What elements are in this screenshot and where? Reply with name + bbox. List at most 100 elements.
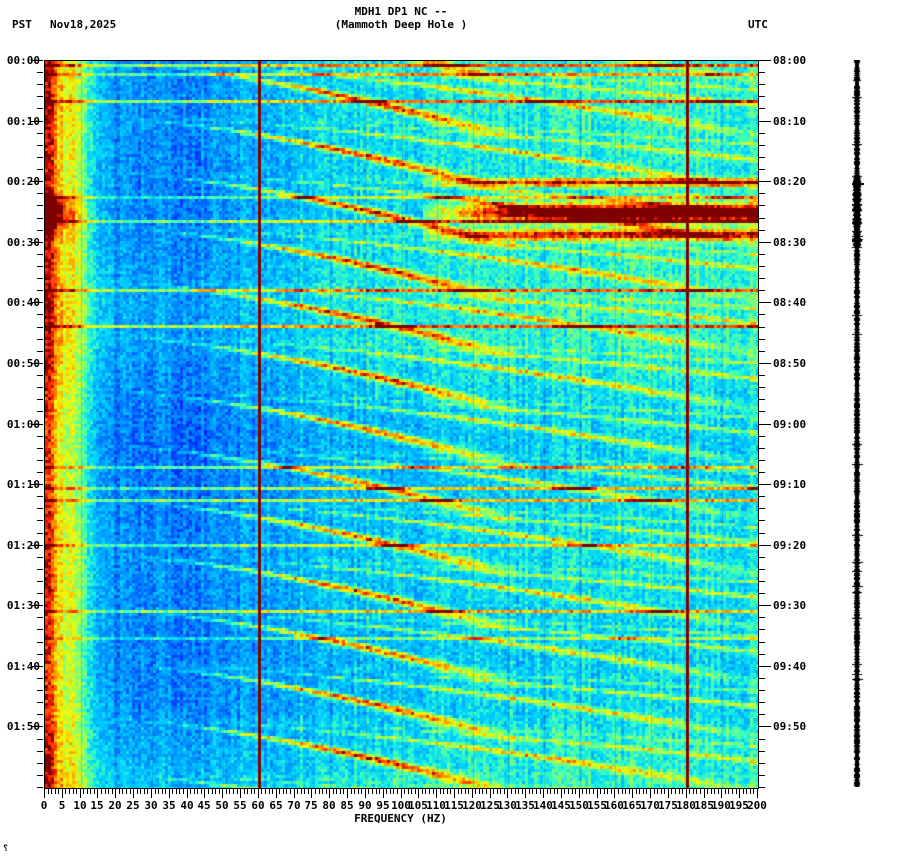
frequency-minor-tick [333, 789, 334, 794]
frequency-major-tick [543, 789, 544, 798]
frequency-label: 125 [480, 799, 500, 812]
frequency-minor-tick [522, 789, 523, 794]
frequency-minor-tick [504, 789, 505, 794]
frequency-minor-tick [629, 789, 630, 794]
frequency-minor-tick [251, 789, 252, 794]
right-time-minor-tick [759, 738, 765, 740]
right-time-minor-tick [759, 714, 765, 716]
frequency-minor-tick [286, 789, 287, 794]
left-time-minor-tick [37, 290, 43, 292]
frequency-minor-tick [244, 789, 245, 794]
frequency-major-tick [44, 789, 45, 798]
spectrogram-plot[interactable] [44, 60, 759, 789]
time-label-pst: 01:50 [6, 720, 40, 734]
right-time-minor-tick [759, 447, 765, 449]
frequency-minor-tick [372, 789, 373, 794]
left-time-minor-tick [37, 108, 43, 110]
right-time-minor-tick [759, 265, 765, 267]
right-time-minor-tick [759, 375, 765, 377]
left-time-minor-tick [37, 556, 43, 558]
right-time-major-tick [759, 484, 771, 486]
right-time-minor-tick [759, 508, 765, 510]
frequency-minor-tick [358, 789, 359, 794]
frequency-major-tick [507, 789, 508, 798]
left-time-minor-tick [37, 520, 43, 522]
frequency-minor-tick [532, 789, 533, 794]
frequency-minor-tick [190, 789, 191, 794]
frequency-major-tick [490, 789, 491, 798]
frequency-minor-tick [411, 789, 412, 794]
frequency-minor-tick [529, 789, 530, 794]
left-time-minor-tick [37, 144, 43, 146]
frequency-major-tick [650, 789, 651, 798]
frequency-label: 80 [322, 799, 336, 812]
frequency-minor-tick [261, 789, 262, 794]
frequency-axis-title: FREQUENCY (HZ) [354, 812, 447, 825]
frequency-minor-tick [458, 789, 459, 794]
left-time-minor-tick [37, 265, 43, 267]
frequency-minor-tick [108, 789, 109, 794]
frequency-minor-tick [336, 789, 337, 794]
right-time-minor-tick [759, 399, 765, 401]
frequency-minor-tick [443, 789, 444, 794]
frequency-minor-tick [425, 789, 426, 794]
frequency-minor-tick [368, 789, 369, 794]
frequency-minor-tick [750, 789, 751, 794]
frequency-minor-tick [73, 789, 74, 794]
frequency-label: 60 [251, 799, 265, 812]
left-time-minor-tick [37, 205, 43, 207]
frequency-major-tick [258, 789, 259, 798]
frequency-minor-tick [361, 789, 362, 794]
frequency-minor-tick [83, 789, 84, 794]
left-time-major-tick [31, 544, 43, 546]
frequency-label: 120 [462, 799, 482, 812]
left-time-major-tick [31, 605, 43, 607]
left-time-minor-tick [37, 568, 43, 570]
frequency-major-tick [383, 789, 384, 798]
frequency-minor-tick [625, 789, 626, 794]
frequency-minor-tick [639, 789, 640, 794]
frequency-minor-tick [582, 789, 583, 794]
frequency-label: 90 [358, 799, 372, 812]
right-time-minor-tick [759, 556, 765, 558]
frequency-label: 95 [376, 799, 390, 812]
frequency-major-tick [133, 789, 134, 798]
time-label-utc: 08:20 [773, 175, 807, 189]
frequency-major-tick [311, 789, 312, 798]
frequency-minor-tick [714, 789, 715, 794]
frequency-minor-tick [682, 789, 683, 794]
frequency-label: 135 [515, 799, 535, 812]
time-label-utc: 08:10 [773, 114, 807, 128]
frequency-label: 20 [108, 799, 122, 812]
left-time-minor-tick [37, 217, 43, 219]
frequency-minor-tick [101, 789, 102, 794]
frequency-minor-tick [212, 789, 213, 794]
time-label-utc: 09:10 [773, 478, 807, 492]
frequency-label: 195 [729, 799, 749, 812]
right-time-minor-tick [759, 677, 765, 679]
frequency-label: 30 [144, 799, 158, 812]
right-time-minor-tick [759, 229, 765, 231]
frequency-minor-tick [497, 789, 498, 794]
time-label-pst: 01:30 [6, 599, 40, 613]
frequency-label: 0 [40, 799, 48, 812]
frequency-major-tick [686, 789, 687, 798]
left-time-minor-tick [37, 350, 43, 352]
frequency-minor-tick [564, 789, 565, 794]
frequency-minor-tick [376, 789, 377, 794]
frequency-minor-tick [618, 789, 619, 794]
frequency-minor-tick [586, 789, 587, 794]
right-time-major-tick [759, 181, 771, 183]
frequency-minor-tick [65, 789, 66, 794]
right-time-minor-tick [759, 520, 765, 522]
left-time-minor-tick [37, 690, 43, 692]
frequency-minor-tick [194, 789, 195, 794]
right-time-minor-tick [759, 253, 765, 255]
frequency-label: 65 [269, 799, 283, 812]
left-time-minor-tick [37, 314, 43, 316]
left-time-major-tick [31, 241, 43, 243]
right-time-major-tick [759, 60, 771, 61]
left-time-minor-tick [37, 459, 43, 461]
frequency-major-tick [597, 789, 598, 798]
frequency-major-tick [525, 789, 526, 798]
